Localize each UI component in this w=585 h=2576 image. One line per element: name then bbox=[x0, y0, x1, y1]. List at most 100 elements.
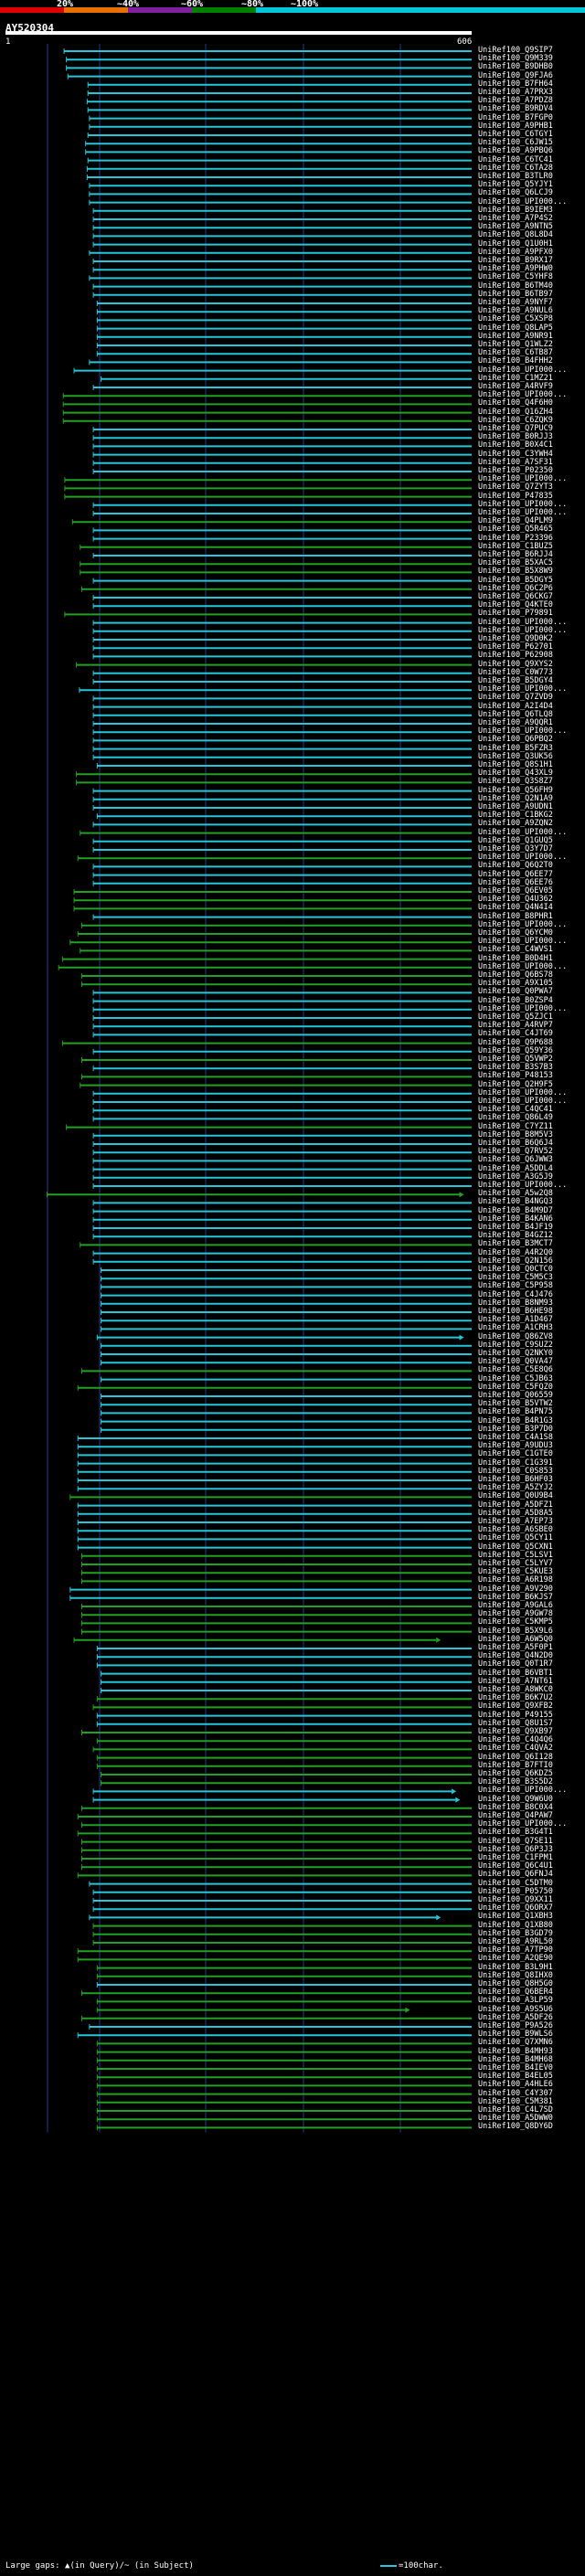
hit-label[interactable]: UniRef100_C4QC41 bbox=[478, 1105, 553, 1115]
hit-label[interactable]: UniRef100_B6HE98 bbox=[478, 1307, 553, 1316]
hit-label[interactable]: UniRef100_Q6KDZ5 bbox=[478, 1769, 553, 1778]
hit-label[interactable]: UniRef100_Q6YCM0 bbox=[478, 928, 553, 938]
hit-label[interactable]: UniRef100_Q8H5G0 bbox=[478, 1979, 553, 1988]
hit-label[interactable]: UniRef100_A9NYF7 bbox=[478, 298, 553, 307]
hit-label[interactable]: UniRef100_B4JF19 bbox=[478, 1223, 553, 1232]
hit-label[interactable]: UniRef100_C4A1S8 bbox=[478, 1433, 553, 1442]
hit-label[interactable]: UniRef100_UPI000... bbox=[478, 617, 568, 627]
hit-label[interactable]: UniRef100_A4R2Q0 bbox=[478, 1247, 553, 1257]
hit-label[interactable]: UniRef100_Q4U362 bbox=[478, 895, 553, 905]
hit-label[interactable]: UniRef100_B8M5V3 bbox=[478, 1129, 553, 1140]
hit-label[interactable]: UniRef100_Q6I128 bbox=[478, 1752, 553, 1762]
hit-label[interactable]: UniRef100_B5X8W9 bbox=[478, 567, 553, 577]
hit-label[interactable]: UniRef100_A9UDU3 bbox=[478, 1441, 553, 1451]
hit-label[interactable]: UniRef100_A9PFX0 bbox=[478, 247, 553, 257]
hit-label[interactable]: UniRef100_A9X105 bbox=[478, 979, 553, 989]
hit-label[interactable]: UniRef100_C1FPM1 bbox=[478, 1853, 553, 1862]
hit-label[interactable]: UniRef100_UPI000... bbox=[478, 499, 568, 509]
hit-label[interactable]: UniRef100_A9PHW0 bbox=[478, 264, 553, 274]
hit-label[interactable]: UniRef100_C0W773 bbox=[478, 667, 553, 677]
hit-label[interactable]: UniRef100_A9UDN1 bbox=[478, 802, 553, 811]
hit-label[interactable]: UniRef100_UPI000... bbox=[478, 1003, 568, 1013]
hit-label[interactable]: UniRef100_A9PHB1 bbox=[478, 121, 553, 131]
hit-label[interactable]: UniRef100_Q7ZYT3 bbox=[478, 482, 553, 493]
hit-label[interactable]: UniRef100_B9RDV4 bbox=[478, 104, 553, 114]
hit-label[interactable]: UniRef100_C5E8Q6 bbox=[478, 1365, 553, 1375]
hit-label[interactable]: UniRef100_Q9XYS2 bbox=[478, 659, 553, 669]
hit-label[interactable]: UniRef100_Q8DY6D bbox=[478, 2122, 553, 2132]
hit-label[interactable]: UniRef100_Q9M339 bbox=[478, 54, 553, 64]
hit-label[interactable]: UniRef100_C4QVA2 bbox=[478, 1744, 553, 1754]
hit-label[interactable]: UniRef100_Q43XL9 bbox=[478, 769, 553, 779]
hit-label[interactable]: UniRef100_Q6PBQ2 bbox=[478, 735, 553, 745]
hit-label[interactable]: UniRef100_A7EP73 bbox=[478, 1517, 553, 1526]
hit-label[interactable]: UniRef100_Q8U1S7 bbox=[478, 1718, 553, 1728]
hit-label[interactable]: UniRef100_B3G4T1 bbox=[478, 1828, 553, 1838]
hit-label[interactable]: UniRef100_A7P4S2 bbox=[478, 214, 553, 223]
hit-label[interactable]: UniRef100_UPI000... bbox=[478, 1786, 568, 1796]
hit-label[interactable]: UniRef100_C5M381 bbox=[478, 2096, 553, 2106]
hit-label[interactable]: UniRef100_Q6JWW3 bbox=[478, 1155, 553, 1165]
hit-label[interactable]: UniRef100_A9RL50 bbox=[478, 1937, 553, 1946]
hit-label[interactable]: UniRef100_A5w2Q8 bbox=[478, 1189, 553, 1199]
hit-label[interactable]: UniRef100_C5FQZ0 bbox=[478, 1382, 553, 1392]
hit-label[interactable]: UniRef100_Q6EE77 bbox=[478, 869, 553, 879]
hit-label[interactable]: UniRef100_Q5R465 bbox=[478, 525, 553, 535]
hit-label[interactable]: UniRef100_A1D467 bbox=[478, 1315, 553, 1325]
hit-label[interactable]: UniRef100_UPI000... bbox=[478, 196, 568, 207]
hit-label[interactable]: UniRef100_C4WVS1 bbox=[478, 945, 553, 955]
hit-label[interactable]: UniRef100_Q7PUC9 bbox=[478, 424, 553, 433]
hit-label[interactable]: UniRef100_B3GD79 bbox=[478, 1928, 553, 1938]
hit-label[interactable]: UniRef100_Q06559 bbox=[478, 1391, 553, 1400]
hit-label[interactable]: UniRef100_UPI000... bbox=[478, 1097, 568, 1106]
hit-label[interactable]: UniRef100_UPI000... bbox=[478, 919, 568, 929]
hit-label[interactable]: UniRef100_C5LSV1 bbox=[478, 1550, 553, 1560]
hit-label[interactable]: UniRef100_Q6CKG7 bbox=[478, 592, 553, 601]
hit-label[interactable]: UniRef100_UPI000... bbox=[478, 1087, 568, 1097]
hit-label[interactable]: UniRef100_B6RJJ4 bbox=[478, 550, 553, 559]
hit-label[interactable]: UniRef100_C6TA28 bbox=[478, 163, 553, 173]
hit-label[interactable]: UniRef100_B4MH93 bbox=[478, 2046, 553, 2056]
hit-label[interactable]: UniRef100_UPI000... bbox=[478, 726, 568, 737]
hit-label[interactable]: UniRef100_Q86L49 bbox=[478, 1113, 553, 1123]
hit-label[interactable]: UniRef100_B4R1G3 bbox=[478, 1415, 553, 1426]
hit-label[interactable]: UniRef100_A7SF31 bbox=[478, 457, 553, 467]
hit-label[interactable]: UniRef100_A9NTN5 bbox=[478, 222, 553, 232]
hit-label[interactable]: UniRef100_P62908 bbox=[478, 651, 553, 661]
hit-label[interactable]: UniRef100_B9IEM3 bbox=[478, 205, 553, 215]
hit-label[interactable]: UniRef100_B8C0X4 bbox=[478, 1802, 553, 1812]
hit-label[interactable]: UniRef100_Q1XB80 bbox=[478, 1920, 553, 1930]
hit-label[interactable]: UniRef100_A4RVF9 bbox=[478, 382, 553, 391]
hit-label[interactable]: UniRef100_B0RJJ3 bbox=[478, 432, 553, 442]
hit-label[interactable]: UniRef100_B4KAN6 bbox=[478, 1214, 553, 1224]
hit-label[interactable]: UniRef100_Q9P688 bbox=[478, 1037, 553, 1047]
hit-label[interactable]: UniRef100_C6TC41 bbox=[478, 154, 553, 164]
hit-label[interactable]: UniRef100_B4IEV0 bbox=[478, 2063, 553, 2072]
hit-label[interactable]: UniRef100_Q8S1H1 bbox=[478, 760, 553, 769]
hit-label[interactable]: UniRef100_UPI000... bbox=[478, 625, 568, 635]
hit-label[interactable]: UniRef100_B8PHR1 bbox=[478, 911, 553, 921]
hit-label[interactable]: UniRef100_B4M9D7 bbox=[478, 1205, 553, 1215]
hit-label[interactable]: UniRef100_Q9FJA6 bbox=[478, 70, 553, 80]
hit-label[interactable]: UniRef100_C7YZ11 bbox=[478, 1121, 553, 1131]
hit-label[interactable]: UniRef100_B3S5D2 bbox=[478, 1777, 553, 1787]
hit-label[interactable]: UniRef100_P05750 bbox=[478, 1886, 553, 1896]
hit-label[interactable]: UniRef100_B4FHH2 bbox=[478, 356, 553, 366]
hit-label[interactable]: UniRef100_UPI000... bbox=[478, 827, 568, 837]
hit-label[interactable]: UniRef100_Q4PAW7 bbox=[478, 1811, 553, 1820]
hit-label[interactable]: UniRef100_P49155 bbox=[478, 1710, 553, 1720]
hit-label[interactable]: UniRef100_Q6FNJ4 bbox=[478, 1870, 553, 1880]
hit-label[interactable]: UniRef100_UPI000... bbox=[478, 1819, 568, 1829]
hit-label[interactable]: UniRef100_Q9W6U0 bbox=[478, 1794, 553, 1804]
hit-label[interactable]: UniRef100_Q6C2P6 bbox=[478, 583, 553, 593]
hit-label[interactable]: UniRef100_Q0CTC0 bbox=[478, 1265, 553, 1274]
hit-label[interactable]: UniRef100_C4Y307 bbox=[478, 2088, 553, 2098]
hit-label[interactable]: UniRef100_A9V290 bbox=[478, 1584, 553, 1594]
hit-label[interactable]: UniRef100_UPI000... bbox=[478, 937, 568, 947]
hit-label[interactable]: UniRef100_B0D4H1 bbox=[478, 953, 553, 963]
hit-label[interactable]: UniRef100_C9SUZ2 bbox=[478, 1340, 553, 1350]
hit-label[interactable]: UniRef100_Q9D0K2 bbox=[478, 634, 553, 643]
hit-label[interactable]: UniRef100_Q7SE11 bbox=[478, 1836, 553, 1846]
hit-label[interactable]: UniRef100_C5XSP8 bbox=[478, 314, 553, 324]
hit-label[interactable]: UniRef100_Q2N1A9 bbox=[478, 793, 553, 803]
